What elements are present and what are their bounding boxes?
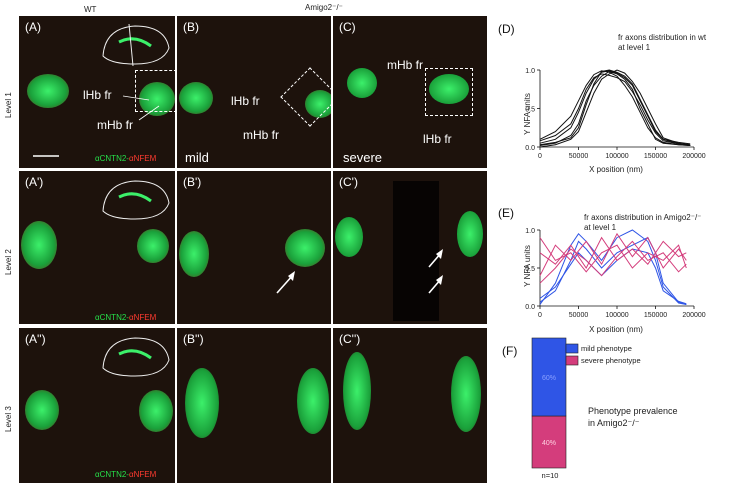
mutant-header: Amigo2⁻/⁻ — [305, 3, 343, 12]
level-1-label: Level 1 — [4, 92, 13, 118]
panel-a1-label: (A') — [25, 175, 44, 189]
lhb-fr-label-c: lHb fr — [423, 132, 452, 146]
panel-a2-label: (A'') — [25, 332, 46, 346]
panel-b2: (B'') — [177, 328, 331, 483]
chart-f-n: n=10 — [542, 471, 559, 480]
panel-c1: (C') — [333, 171, 487, 324]
chart-d: (D) fr axons distribution in wt at level… — [494, 14, 734, 174]
x-tick-label: 150000 — [644, 312, 667, 319]
chart-d-label: (D) — [498, 22, 515, 36]
x-tick-label: 100000 — [605, 312, 628, 319]
legend-severe-swatch — [565, 355, 579, 366]
bar-severe — [531, 415, 567, 469]
lhb-fr-label-b: lHb fr — [231, 94, 260, 108]
x-tick-label: 0 — [538, 153, 542, 160]
mhb-fr-label-b: mHb fr — [243, 128, 279, 142]
bar-mild-label: 60% — [542, 375, 556, 382]
stain-label-a: αCNTN2-αNFEM — [95, 154, 157, 163]
mild-label: mild — [185, 150, 209, 165]
chart-d-title-1: fr axons distribution in wt — [618, 33, 707, 42]
chart-e-title-2: at level 1 — [584, 223, 617, 232]
legend-mild-text: mild phenotype — [581, 344, 632, 353]
y-tick-label: 1.0 — [525, 228, 535, 235]
chart-e-label: (E) — [498, 206, 514, 220]
chart-e-ylabel: Y NFA units — [523, 245, 532, 287]
panel-b: (B) lHb fr mHb fr mild — [177, 16, 331, 168]
series-line-6 — [539, 240, 687, 284]
panel-a2: (A'') αCNTN2-αNFEM — [19, 328, 175, 483]
arrow-icon-b1 — [276, 271, 295, 294]
chart-d-xlabel: X position (nm) — [589, 165, 643, 174]
x-tick-label: 0 — [538, 312, 542, 319]
x-tick-label: 50000 — [569, 312, 589, 319]
panel-c-label: (C) — [339, 20, 356, 34]
severe-label: severe — [343, 150, 383, 165]
panel-c1-label: (C') — [339, 175, 358, 189]
chart-d-title-2: at level 1 — [618, 43, 651, 52]
chart-f: (F) 60% 40% mild phenotype severe phenoty… — [494, 336, 734, 486]
series-line-3 — [539, 73, 691, 146]
chart-f-label: (F) — [502, 344, 518, 358]
bar-severe-label: 40% — [542, 440, 556, 447]
legend-severe-text: severe phenotype — [581, 356, 641, 365]
chart-e-title-1: fr axons distribution in Amigo2⁻/⁻ — [584, 213, 701, 222]
y-tick-label: 0.0 — [525, 304, 535, 311]
y-tick-label: 1.0 — [525, 68, 535, 75]
brain-schematic-icon-2 — [102, 180, 170, 220]
panel-c2: (C'') — [333, 328, 487, 483]
series-line-4 — [539, 69, 691, 146]
chart-e-xlabel: X position (nm) — [589, 325, 643, 334]
panel-a-label: (A) — [25, 20, 41, 34]
x-tick-label: 200000 — [682, 312, 705, 319]
mhb-fr-label-c: mHb fr — [387, 58, 423, 72]
series-line-3 — [539, 236, 687, 269]
chart-e: (E) fr axons distribution in Amigo2⁻/⁻ a… — [494, 176, 734, 336]
level-2-label: Level 2 — [4, 249, 13, 275]
level-3-label: Level 3 — [4, 406, 13, 432]
chart-d-ylabel: Y NFA units — [523, 93, 532, 135]
chart-f-caption-1: Phenotype prevalence — [588, 406, 678, 416]
x-tick-label: 150000 — [644, 153, 667, 160]
series-line-1 — [539, 70, 691, 145]
y-tick-label: 0.5 — [525, 107, 535, 114]
bar-mild — [531, 337, 567, 417]
stain-label-a2: αCNTN2-αNFEM — [95, 470, 157, 479]
x-tick-label: 100000 — [605, 153, 628, 160]
arrow-icons-c1 — [428, 249, 443, 294]
wt-header: WT — [84, 5, 97, 14]
mhb-fr-label: mHb fr — [97, 118, 133, 132]
brain-schematic-icon — [102, 23, 170, 67]
chart-f-caption-2: in Amigo2⁻/⁻ — [588, 418, 640, 428]
y-tick-label: 0.5 — [525, 266, 535, 273]
panel-b-label: (B) — [183, 20, 199, 34]
x-tick-label: 200000 — [682, 153, 705, 160]
panel-a: (A) lHb fr mHb fr αCNTN2-αNFEM — [19, 16, 175, 168]
series-line-2 — [539, 69, 691, 148]
y-tick-label: 0.0 — [525, 145, 535, 152]
panel-a1: (A') αCNTN2-αNFEM — [19, 171, 175, 324]
panel-b2-label: (B'') — [183, 332, 204, 346]
panel-b1-label: (B') — [183, 175, 202, 189]
panel-c: (C) mHb fr lHb fr severe — [333, 16, 487, 168]
lhb-fr-label: lHb fr — [83, 88, 112, 102]
panel-c2-label: (C'') — [339, 332, 361, 346]
series-line-0 — [539, 70, 691, 146]
legend-mild-swatch — [565, 343, 579, 354]
stain-label-a1: αCNTN2-αNFEM — [95, 313, 157, 322]
panel-b1: (B') — [177, 171, 331, 324]
x-tick-label: 50000 — [569, 153, 589, 160]
brain-schematic-icon-3 — [102, 337, 170, 377]
series-line-5 — [539, 70, 691, 146]
